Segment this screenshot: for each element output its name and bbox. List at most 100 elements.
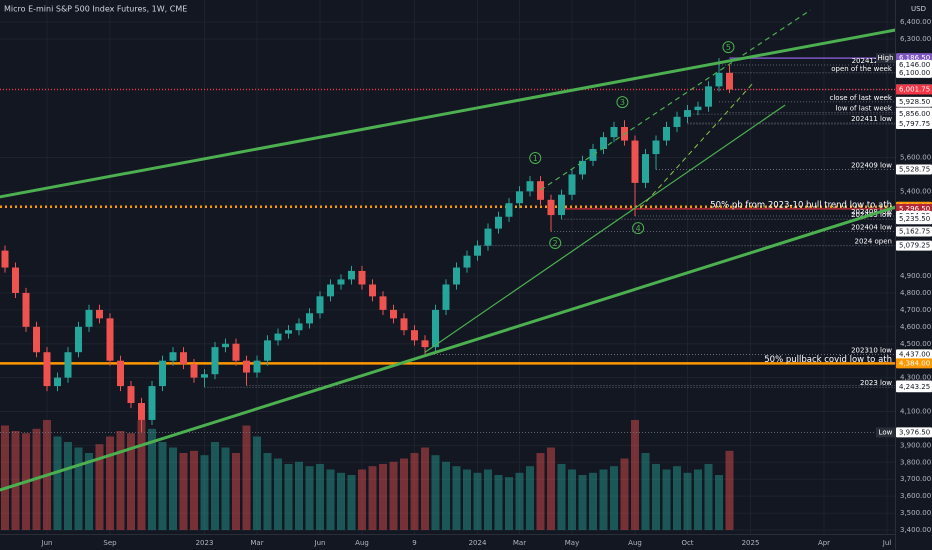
candle-body [306, 313, 313, 324]
candle-body [484, 228, 492, 246]
candle-body [547, 199, 555, 216]
volume-bar [148, 428, 156, 530]
x-tick-label: Sep [103, 539, 117, 547]
candle-body [358, 270, 366, 285]
candle-body [568, 174, 576, 195]
level-label: 6,001.75 [899, 85, 930, 93]
level-badge [896, 60, 932, 71]
candle-body [295, 323, 303, 331]
candle-body [495, 216, 502, 229]
volume-bar [526, 466, 534, 530]
volume-bar [253, 436, 261, 530]
y-tick-label: 3,500.00 [900, 509, 931, 517]
level-note: open of the week [831, 65, 893, 73]
volume-bar [326, 469, 335, 530]
level-badge [896, 358, 932, 369]
candle-body [169, 352, 177, 361]
y-tick-label: 6,400.00 [900, 18, 931, 26]
level-label: 6,146.00 [899, 61, 930, 69]
level-note: close of last week [830, 94, 893, 102]
volume-bar [568, 469, 576, 530]
volume-bar [715, 475, 723, 530]
volume-bar [494, 475, 503, 530]
x-tick-label: Jun [41, 539, 53, 547]
candle-body [316, 296, 324, 314]
y-tick-label: 6,300.00 [900, 35, 931, 43]
wave-label: 4 [636, 224, 641, 233]
volume-bar [263, 453, 272, 530]
candle-body [432, 309, 439, 348]
volume-bar [704, 464, 713, 530]
volume-bar [284, 464, 293, 530]
volume-bar [221, 447, 230, 530]
wave-marker [632, 222, 645, 235]
candle-body [673, 116, 681, 128]
level-badge [896, 67, 932, 78]
level-label: 3,976.50 [899, 428, 930, 436]
candle-body [85, 309, 93, 327]
level-note: 202408 low [851, 208, 892, 216]
candle-body [127, 386, 135, 404]
candle-body [159, 360, 166, 387]
candle-body [348, 270, 355, 280]
y-tick-label: 3,600.00 [900, 492, 931, 500]
candle-body [201, 374, 208, 378]
trend-line [540, 9, 811, 191]
candle-body [411, 330, 418, 341]
candle-body [96, 309, 103, 319]
trend-line [0, 28, 896, 199]
volume-bar [536, 453, 545, 530]
x-tick-label: 2024 [469, 539, 487, 547]
volume-bar [452, 466, 461, 530]
level-badge [896, 382, 932, 393]
volume-bar [85, 453, 93, 530]
level-tag-badge [876, 53, 895, 64]
volume-bar [242, 425, 251, 530]
candle-body [516, 191, 523, 204]
candle-body [631, 140, 639, 183]
volume-bar [200, 455, 209, 530]
y-tick-label: 3,400.00 [900, 526, 931, 534]
x-tick-label: Apr [818, 539, 830, 547]
candle-body [537, 181, 544, 200]
candle-body [190, 364, 198, 378]
level-badge [896, 96, 932, 107]
candle-body [505, 203, 513, 217]
volume-bar [610, 466, 618, 530]
candle-body [54, 377, 61, 387]
volume-bar [11, 431, 20, 530]
level-note: 202412 ath [852, 57, 892, 65]
candle-body [12, 267, 19, 293]
level-badge [896, 109, 932, 120]
candle-body [75, 326, 82, 353]
y-tick-label: 5,400.00 [900, 187, 931, 195]
candle-body [327, 284, 334, 297]
candle-body [600, 137, 607, 150]
x-tick-label: Jun [314, 539, 326, 547]
volume-bar [473, 472, 482, 530]
level-label: 5,928.50 [899, 98, 930, 106]
level-label: 4,384.00 [899, 359, 930, 367]
y-tick-label: 4,600.00 [900, 323, 931, 331]
candle-body [148, 386, 156, 420]
level-label: 4,243.25 [899, 383, 930, 391]
x-tick-label: Jul [882, 539, 892, 547]
candle-body [379, 296, 387, 310]
wave-marker [722, 41, 735, 54]
x-tick-label: Oct [681, 539, 693, 547]
level-badge [896, 84, 932, 95]
volume-bar [316, 464, 324, 530]
level-note: 202404 low [851, 224, 892, 232]
wave-label: 3 [620, 98, 625, 107]
wave-marker [549, 236, 562, 249]
volume-bar [295, 461, 303, 530]
trend-line [0, 205, 896, 492]
x-tick-label: Mar [513, 539, 526, 547]
candle-body [694, 106, 702, 111]
candle-body [684, 110, 691, 117]
level-label: 6,100.00 [899, 69, 930, 77]
candle-body [117, 360, 124, 387]
wave-label: 2 [553, 239, 558, 248]
volume-bar [389, 461, 398, 530]
